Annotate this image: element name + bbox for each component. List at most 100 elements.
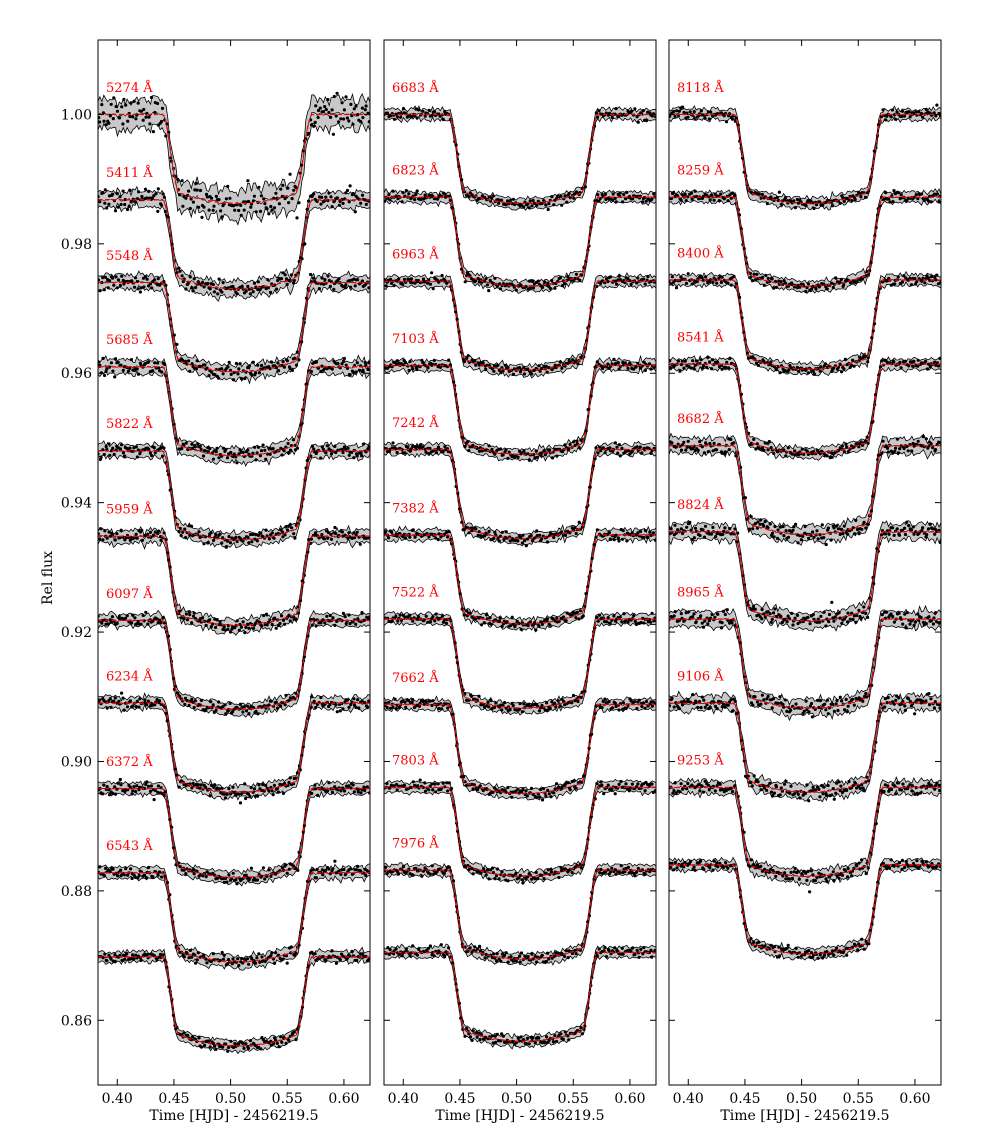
data-point xyxy=(317,287,321,291)
data-point xyxy=(250,373,254,377)
y-tick-label: 0.92 xyxy=(61,625,92,641)
data-point xyxy=(243,631,247,635)
data-point xyxy=(403,451,407,455)
data-point xyxy=(812,206,816,211)
data-point xyxy=(529,534,533,538)
data-point xyxy=(126,369,131,373)
data-point xyxy=(704,275,708,279)
data-point xyxy=(295,446,300,450)
data-point xyxy=(711,280,715,284)
data-point xyxy=(386,946,390,950)
light-curve-1-1 xyxy=(98,91,370,226)
data-point xyxy=(914,193,918,197)
data-point xyxy=(609,275,613,279)
data-point xyxy=(634,785,639,789)
data-point xyxy=(316,793,320,798)
data-point xyxy=(421,109,425,113)
data-point xyxy=(320,532,324,537)
data-point xyxy=(314,876,318,880)
data-point xyxy=(250,957,254,961)
data-point xyxy=(134,445,138,449)
data-point xyxy=(549,867,553,871)
data-point xyxy=(624,782,628,786)
data-point xyxy=(623,870,627,874)
data-point xyxy=(448,198,452,202)
data-point xyxy=(132,446,136,450)
data-point xyxy=(254,458,258,462)
data-point xyxy=(324,107,328,112)
data-point xyxy=(119,868,123,872)
data-point xyxy=(363,701,367,705)
data-point xyxy=(158,870,162,874)
data-point xyxy=(357,706,361,710)
data-point xyxy=(116,781,120,785)
data-point xyxy=(184,612,188,616)
data-point xyxy=(192,705,196,710)
data-point xyxy=(326,98,330,102)
data-point xyxy=(578,862,582,867)
data-point xyxy=(140,538,145,542)
light-curve-2-1 xyxy=(384,105,656,212)
data-point xyxy=(177,785,181,789)
data-point xyxy=(254,210,258,214)
data-point xyxy=(652,619,656,623)
data-point xyxy=(349,703,353,707)
data-point xyxy=(651,531,656,535)
data-point xyxy=(539,451,544,455)
data-point xyxy=(280,453,284,457)
data-point xyxy=(323,278,327,282)
data-point xyxy=(690,282,694,286)
data-point xyxy=(191,289,195,293)
data-point xyxy=(258,209,263,213)
data-point xyxy=(534,870,538,875)
data-point xyxy=(458,592,462,596)
data-point xyxy=(144,876,148,880)
data-point xyxy=(520,541,525,545)
data-point xyxy=(620,620,624,624)
data-point xyxy=(124,103,128,107)
data-point xyxy=(116,205,120,209)
data-point xyxy=(733,193,737,197)
data-point xyxy=(498,619,502,624)
data-point xyxy=(724,120,729,124)
data-point xyxy=(428,620,432,624)
data-point xyxy=(469,694,474,698)
data-point xyxy=(607,366,611,370)
data-point xyxy=(447,358,451,362)
data-point xyxy=(885,279,889,283)
data-point xyxy=(580,273,584,277)
data-point xyxy=(428,282,433,286)
data-point xyxy=(601,699,605,704)
data-point xyxy=(624,706,628,711)
data-point xyxy=(534,628,538,632)
data-point xyxy=(633,700,637,704)
data-point xyxy=(395,362,399,366)
data-point xyxy=(364,202,368,206)
data-point xyxy=(332,287,336,291)
data-point xyxy=(613,868,617,872)
data-point xyxy=(109,705,113,710)
data-point xyxy=(188,948,192,953)
data-point xyxy=(195,188,199,192)
data-point xyxy=(291,864,296,868)
data-point xyxy=(119,528,123,532)
data-point xyxy=(292,188,296,192)
data-point xyxy=(159,445,163,449)
data-point xyxy=(525,875,530,879)
data-point xyxy=(430,864,434,868)
data-point xyxy=(637,955,641,959)
data-point xyxy=(108,453,112,457)
data-point xyxy=(323,621,327,625)
data-point xyxy=(495,1032,499,1036)
data-point xyxy=(572,440,576,444)
data-point xyxy=(310,623,314,627)
data-point xyxy=(253,537,257,541)
data-point xyxy=(128,446,132,450)
data-point xyxy=(559,865,563,870)
data-point xyxy=(226,1049,230,1053)
data-point xyxy=(622,192,626,197)
data-point xyxy=(410,700,414,705)
data-point xyxy=(111,867,115,871)
data-point xyxy=(98,537,102,541)
data-point xyxy=(924,107,928,111)
